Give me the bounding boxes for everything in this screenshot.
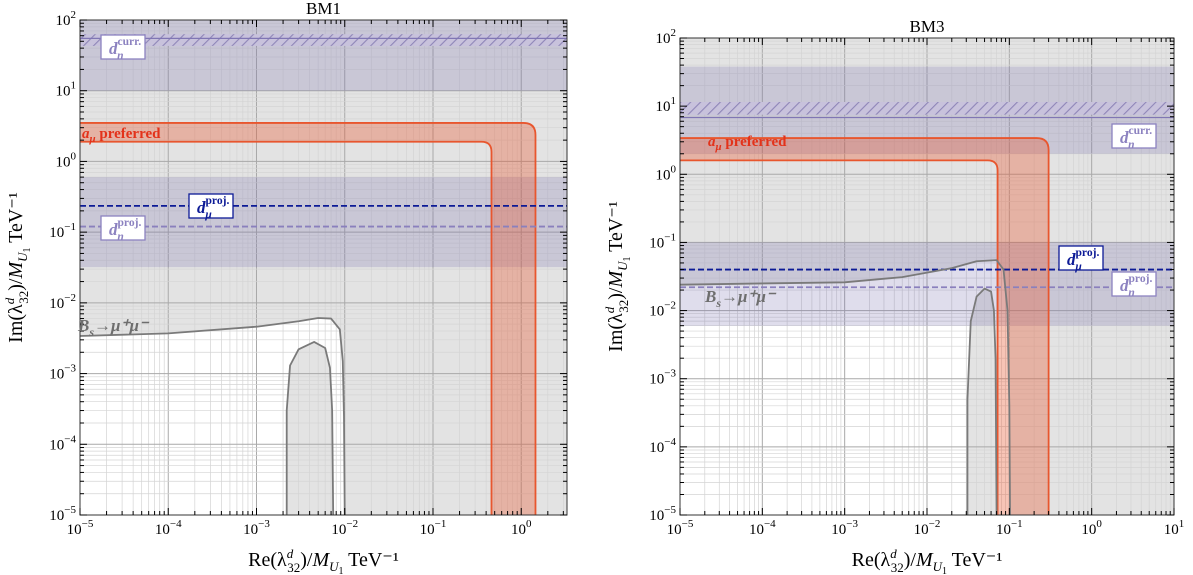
bs-excluded-region <box>680 38 1174 515</box>
dn-curr-label-box <box>1111 123 1157 149</box>
x-tick-label: 10−1 <box>996 518 1023 538</box>
y-tick-label: 102 <box>656 27 677 47</box>
dn-curr-band <box>80 20 567 91</box>
x-tick-label: 100 <box>511 518 532 538</box>
bs-label: Bs→μ⁺μ⁻ <box>77 316 150 339</box>
y-axis-label: Im(λd32)/MU1 TeV⁻¹ <box>2 192 33 343</box>
bs-label: Bs→μ⁺μ⁻ <box>704 287 777 310</box>
amu-preferred-band <box>80 122 537 515</box>
x-tick-label: 10−1 <box>420 518 447 538</box>
dmu-proj-label: dproj. μ <box>197 194 229 221</box>
y-tick-label: 10−5 <box>49 504 76 524</box>
x-tick-label: 10−2 <box>914 518 941 538</box>
dmu-proj-label: dproj. μ <box>1067 246 1099 273</box>
y-tick-label: 10−4 <box>649 436 676 456</box>
panel-bm1: 10−5 10−4 10−3 10−2 10−1 100 10−5 10−4 10−3 10−2 1… <box>2 0 568 575</box>
panel-title: BM1 <box>306 0 341 18</box>
dn-curr-hatched-band <box>80 34 567 46</box>
y-tick-label: 100 <box>656 163 677 183</box>
bs-excluded-island <box>967 288 997 515</box>
y-tick-label: 101 <box>56 80 77 100</box>
bs-curve-outer <box>680 259 1011 515</box>
panel-bm3: 10−5 10−4 10−3 10−2 10−1 100 101 10−5 10−4 10−3 10… <box>602 17 1184 575</box>
y-tick-label: 10−2 <box>649 300 676 320</box>
x-tick-label: 10−5 <box>667 518 694 538</box>
y-tick-label: 101 <box>656 95 677 115</box>
amu-preferred-band <box>680 137 1050 515</box>
dn-proj-band <box>80 177 567 268</box>
x-tick-label: 101 <box>1164 518 1185 538</box>
bs-curve-inner <box>285 341 335 515</box>
plot-frame <box>79 19 568 516</box>
x-tick-label: 10−5 <box>67 518 94 538</box>
dmu-proj-label-box <box>1058 245 1104 271</box>
amu-preferred-label: aμ preferred <box>82 126 161 145</box>
y-axis-label: Im(λd32)/MU1 TeV⁻¹ <box>602 201 633 352</box>
x-tick-label: 10−4 <box>749 518 776 538</box>
x-axis-label: Re(λd 32)/MU1 TeV⁻¹ <box>852 546 1003 575</box>
x-tick-label: 10−3 <box>831 518 858 538</box>
y-tick-label: 10−1 <box>49 221 76 241</box>
y-tick-label: 10−2 <box>49 292 76 312</box>
plot-area <box>680 38 1174 515</box>
bs-curve-outer <box>80 317 346 515</box>
panel-title: BM3 <box>910 17 945 36</box>
y-tick-label: 100 <box>56 150 77 170</box>
x-axis-label: Re(λd 32)/MU1 TeV⁻¹ <box>248 546 399 575</box>
dn-proj-label-box <box>100 215 146 241</box>
y-tick-label: 10−3 <box>649 368 676 388</box>
x-tick-label: 10−2 <box>331 518 358 538</box>
plot-area <box>80 20 567 515</box>
x-tick-label: 100 <box>1081 518 1102 538</box>
bs-excluded-region <box>80 20 567 515</box>
dn-proj-label: dproj. n <box>1120 272 1152 299</box>
dmu-proj-label-box <box>188 193 234 219</box>
dn-curr-label-box <box>100 34 146 60</box>
y-tick-label: 10−3 <box>49 363 76 383</box>
dn-curr-label: dcurr. n <box>109 35 141 62</box>
dn-proj-label-box <box>1111 271 1157 297</box>
y-tick-label: 102 <box>56 9 77 29</box>
dn-curr-hatched-band <box>680 102 1174 115</box>
y-tick-label: 10−4 <box>49 433 76 453</box>
bs-curve-inner <box>966 287 998 515</box>
dn-proj-label: dproj. n <box>109 216 141 243</box>
y-tick-label: 10−1 <box>649 231 676 251</box>
y-tick-label: 10−5 <box>649 504 676 524</box>
x-tick-label: 10−4 <box>155 518 182 538</box>
x-tick-label: 10−3 <box>243 518 270 538</box>
amu-preferred-label: aμ preferred <box>708 134 787 153</box>
dn-curr-label: dcurr. n <box>1120 124 1152 151</box>
